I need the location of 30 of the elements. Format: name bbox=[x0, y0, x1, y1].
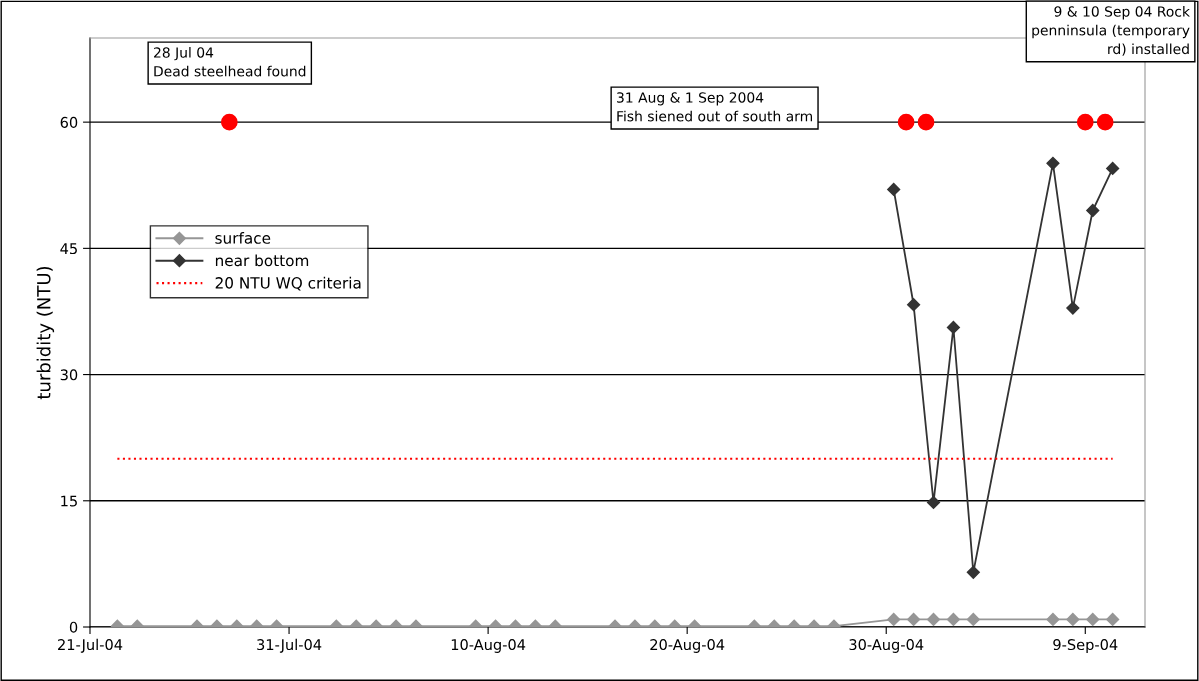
x-tick-label: 10-Aug-04 bbox=[451, 639, 526, 653]
point bbox=[221, 113, 238, 131]
point bbox=[887, 182, 901, 197]
x-tick-label: 30-Aug-04 bbox=[849, 639, 924, 653]
legend-label: near bottom bbox=[215, 254, 309, 267]
point bbox=[917, 113, 935, 131]
annotation: 31 Aug & 1 Sep 2004 Fish siened out of south arm bbox=[617, 92, 812, 122]
point bbox=[946, 320, 960, 335]
legend-label: 20 NTU WQ criteria bbox=[215, 276, 361, 291]
x-tick-label: 31-Jul-04 bbox=[257, 638, 322, 653]
x-tick-label: 21-Jul-04 bbox=[58, 638, 123, 653]
point bbox=[1076, 113, 1094, 131]
annotation: 28 Jul 04 Dead steelhead found bbox=[154, 47, 306, 77]
annotation: 9 & 10 Sep 04 Rock penninsula (temporary rd) installed bbox=[1032, 6, 1190, 56]
y-tick-label: 0 bbox=[69, 621, 78, 633]
point bbox=[1086, 203, 1100, 218]
point bbox=[907, 298, 921, 312]
point bbox=[1046, 156, 1060, 170]
y-tick-label: 30 bbox=[60, 369, 78, 381]
x-tick-label: 20-Aug-04 bbox=[650, 639, 725, 653]
y-axis-title: turbidity (NTU) bbox=[36, 266, 55, 400]
y-tick-label: 45 bbox=[60, 243, 77, 255]
y-tick-label: 15 bbox=[61, 495, 77, 507]
point bbox=[1066, 301, 1080, 315]
y-tick-label: 60 bbox=[60, 116, 78, 128]
point bbox=[1096, 113, 1114, 131]
x-tick-label: 9-Sep-04 bbox=[1053, 639, 1118, 653]
point bbox=[1106, 161, 1120, 176]
point bbox=[897, 113, 915, 131]
legend-label: surface bbox=[215, 232, 271, 244]
